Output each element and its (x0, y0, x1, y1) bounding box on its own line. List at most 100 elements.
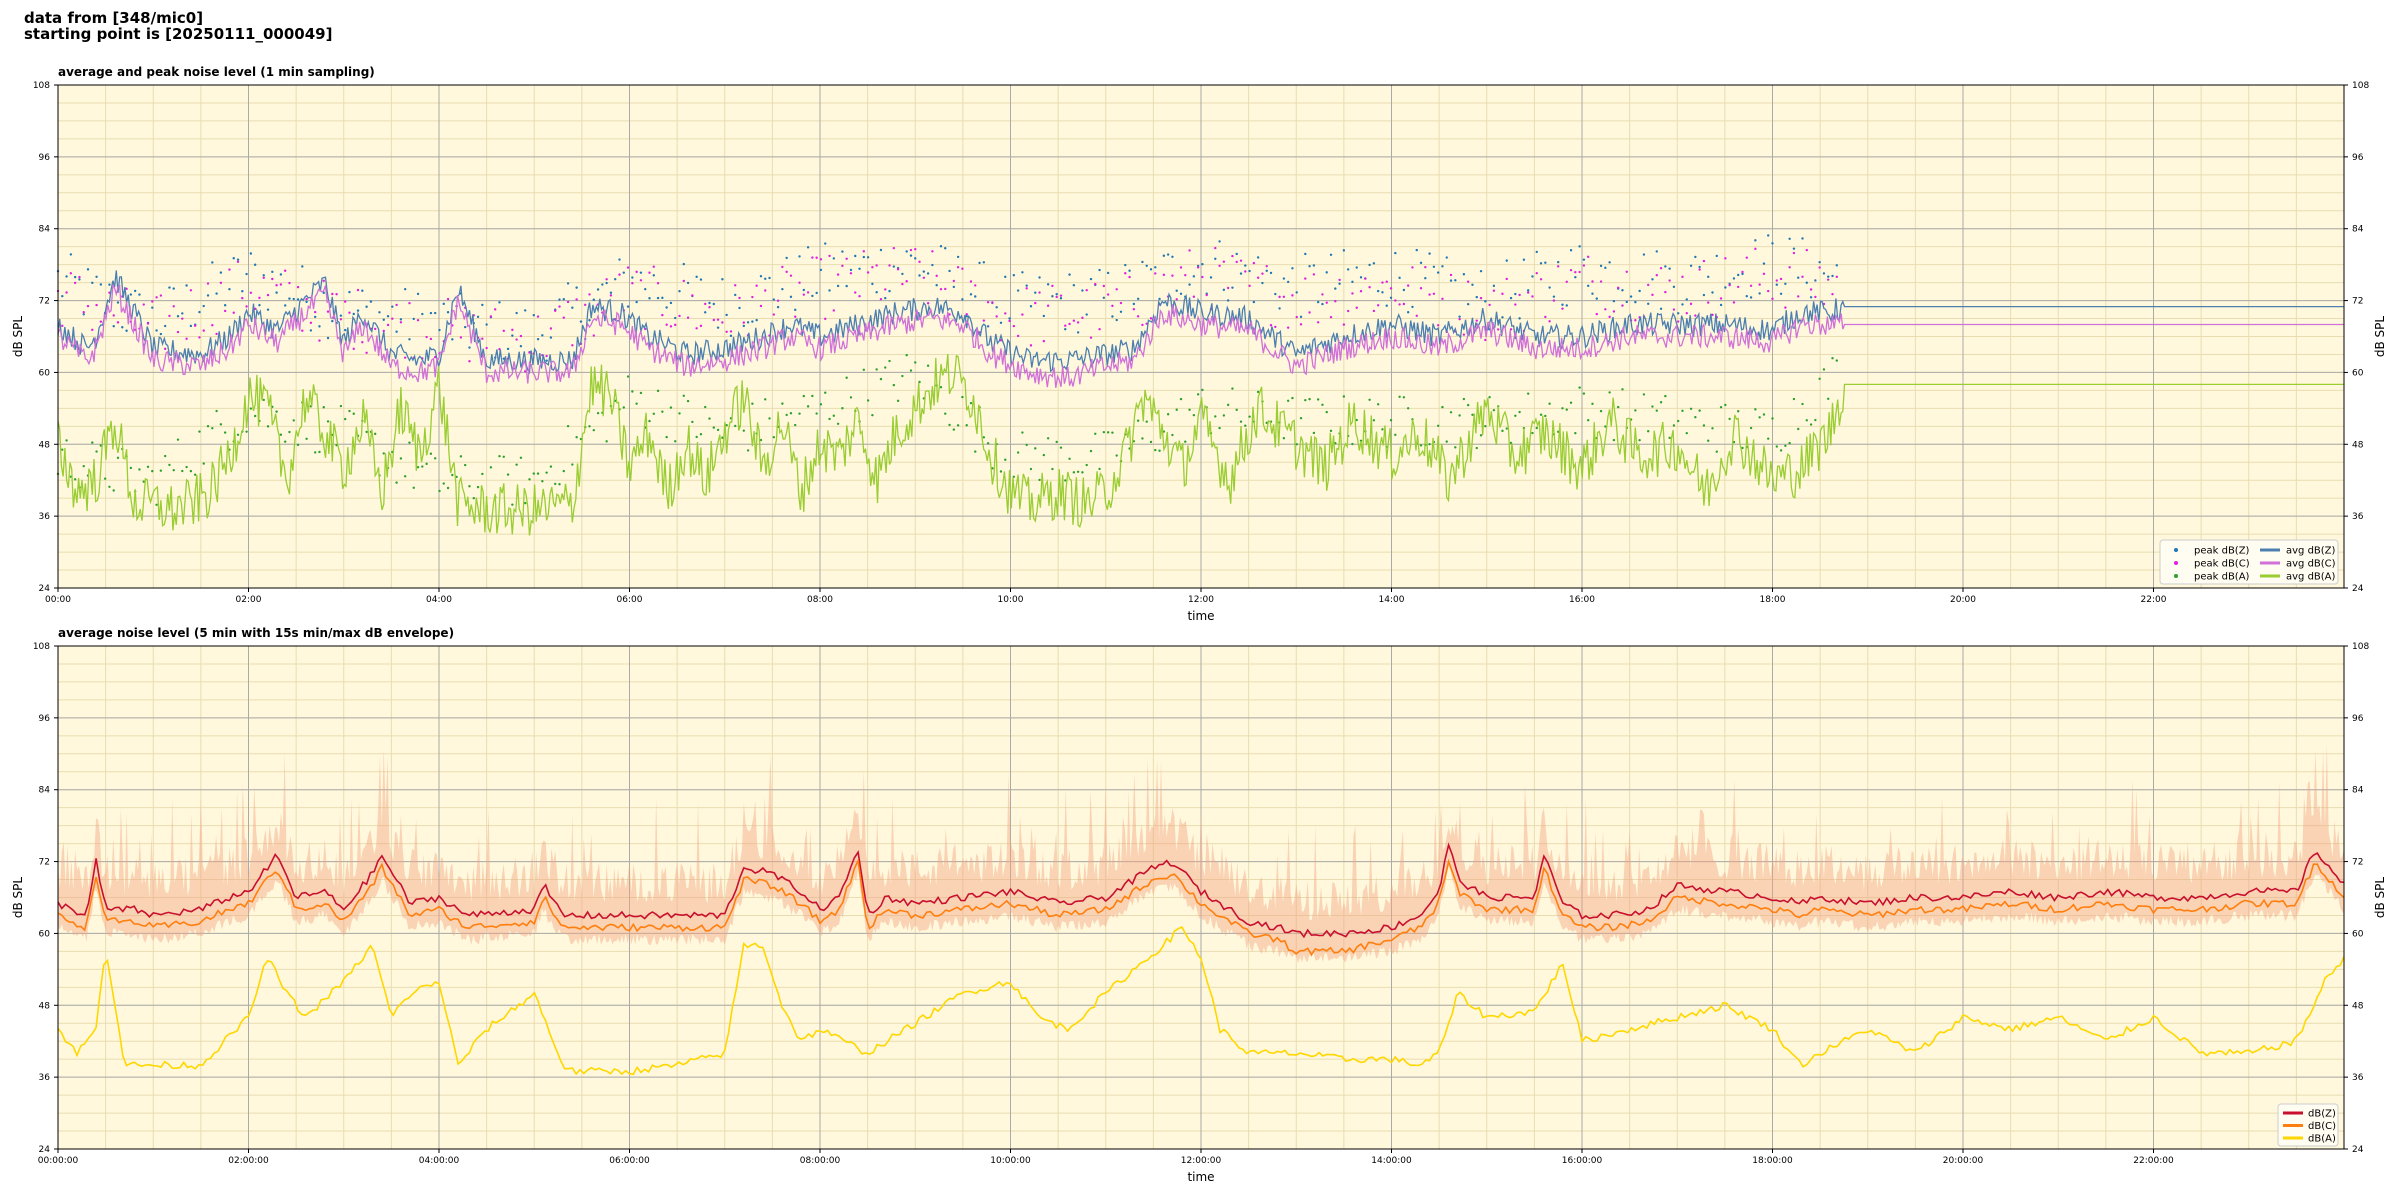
peak-point (674, 440, 677, 443)
peak-point (151, 300, 154, 303)
peak-point (1604, 266, 1607, 270)
peak-point (669, 301, 673, 305)
peak-point (931, 250, 934, 253)
peak-point (1055, 295, 1058, 299)
envelope (58, 744, 2344, 964)
peak-point (1552, 299, 1556, 302)
peak-point (914, 257, 917, 260)
peak-point (798, 281, 801, 284)
peak-point (652, 412, 655, 416)
peak-point (999, 321, 1003, 325)
peak-point (1016, 451, 1020, 454)
peak-point (1145, 420, 1148, 423)
peak-point (1025, 443, 1028, 447)
y-tick-label: 60 (39, 368, 51, 378)
peak-point (378, 311, 381, 314)
peak-point (73, 275, 77, 279)
peak-point (292, 419, 295, 422)
series-peak-db-a- (56, 353, 1838, 508)
peak-point (828, 254, 831, 258)
peak-point (1638, 438, 1641, 442)
peak-point (78, 278, 81, 281)
peak-point (1445, 440, 1448, 443)
peak-point (1312, 431, 1316, 435)
peak-point (1115, 288, 1118, 291)
peak-point (331, 292, 334, 296)
peak-point (1179, 397, 1183, 401)
peak-point (776, 305, 780, 309)
peak-point (798, 255, 801, 258)
peak-point (686, 399, 690, 403)
peak-point (1064, 479, 1067, 482)
series-peak-db-z- (56, 234, 1838, 362)
peak-point (318, 339, 321, 342)
peak-point (1308, 265, 1311, 268)
peak-point (1089, 449, 1093, 453)
y-tick-label-right: 108 (2352, 642, 2369, 652)
peak-point (275, 284, 278, 287)
peak-point (1664, 265, 1667, 268)
peak-point (1741, 446, 1744, 450)
peak-point (1771, 242, 1774, 245)
peak-point (1805, 281, 1808, 284)
peak-point (944, 287, 947, 291)
peak-point (871, 265, 874, 269)
peak-point (1218, 264, 1221, 267)
peak-point (296, 285, 300, 289)
peak-point (103, 477, 107, 480)
peak-point (995, 315, 998, 318)
peak-point (112, 314, 115, 317)
peak-point (1466, 303, 1470, 306)
peak-point (614, 278, 617, 281)
peak-point (1419, 287, 1423, 290)
peak-point (116, 301, 120, 304)
peak-point (451, 473, 454, 477)
peak-point (472, 497, 475, 500)
peak-point (1754, 247, 1757, 251)
x-tick-label: 04:00:00 (419, 1156, 460, 1166)
peak-point (532, 472, 535, 475)
peak-point (1068, 273, 1071, 276)
peak-point (1402, 302, 1406, 306)
peak-point (1651, 278, 1654, 281)
peak-point (986, 442, 990, 445)
peak-point (1441, 405, 1444, 409)
peak-point (485, 323, 488, 326)
peak-point (65, 439, 68, 442)
peak-point (1565, 304, 1568, 307)
peak-point (399, 318, 403, 321)
peak-point (952, 428, 956, 431)
peak-point (292, 297, 295, 301)
peak-point (116, 321, 120, 324)
peak-point (506, 347, 510, 351)
peak-point (579, 437, 583, 441)
peak-point (845, 376, 848, 379)
peak-point (446, 311, 450, 314)
peak-point (879, 377, 883, 381)
peak-point (1034, 301, 1037, 305)
peak-point (1595, 312, 1598, 316)
peak-point (1775, 445, 1778, 448)
peak-point (339, 404, 343, 408)
peak-point (1385, 304, 1388, 307)
peak-point (1119, 310, 1123, 313)
peak-point (1149, 317, 1153, 320)
peak-point (785, 413, 788, 417)
peak-point (781, 402, 784, 405)
peak-point (1608, 391, 1611, 394)
peak-point (1779, 277, 1783, 281)
x-tick-label: 10:00 (998, 595, 1024, 605)
peak-point (1514, 303, 1517, 306)
peak-point (86, 304, 90, 308)
legend-label: avg dB(C) (2286, 559, 2336, 570)
peak-point (1471, 283, 1474, 286)
peak-point (1106, 271, 1110, 275)
peak-point (1732, 277, 1736, 280)
legend-label: avg dB(Z) (2286, 546, 2336, 557)
peak-point (704, 311, 707, 314)
peak-point (202, 304, 205, 308)
x-tick-label: 22:00:00 (2133, 1156, 2174, 1166)
peak-point (708, 417, 711, 420)
x-tick-label: 18:00 (1760, 595, 1786, 605)
peak-point (1689, 407, 1693, 411)
